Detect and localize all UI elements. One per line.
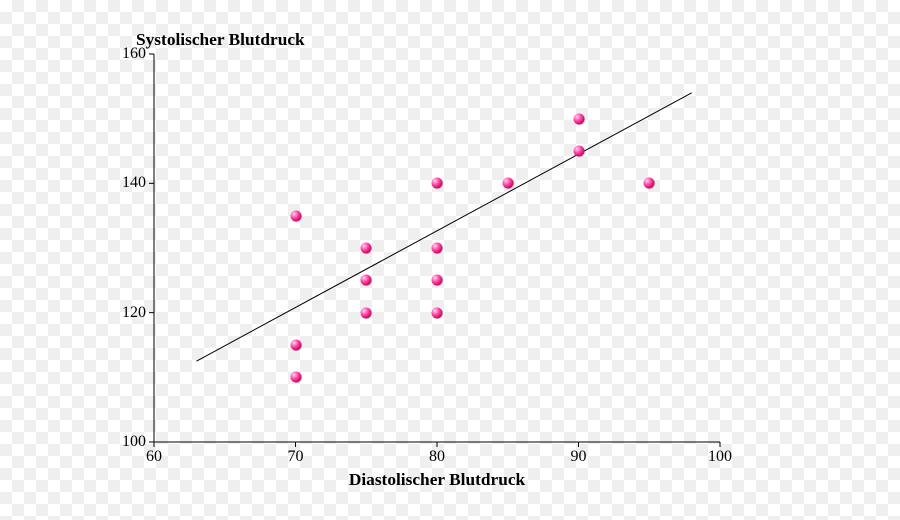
x-tick-label: 80 [429,448,445,466]
x-tick-label: 60 [146,448,162,466]
x-tick-label: 100 [708,448,732,466]
y-tick-label: 140 [122,174,146,192]
scatter-chart: 60708090100100120140160 Systolischer Blu… [0,0,900,520]
y-tick-label: 100 [122,433,146,451]
y-tick-label: 120 [122,304,146,322]
x-tick-label: 90 [571,448,587,466]
y-axis-title: Systolischer Blutdruck [136,30,305,50]
x-tick-label: 70 [288,448,304,466]
x-axis-title: Diastolischer Blutdruck [349,470,525,490]
